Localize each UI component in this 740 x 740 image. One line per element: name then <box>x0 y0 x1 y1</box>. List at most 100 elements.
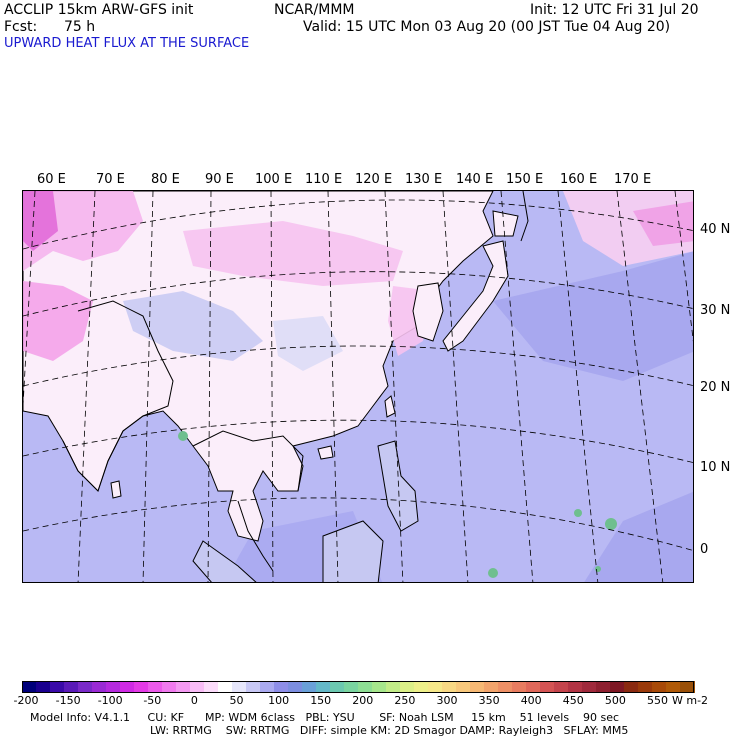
colorbar-swatch <box>554 681 569 693</box>
colorbar-swatch <box>148 681 163 693</box>
colorbar-swatch <box>344 681 359 693</box>
latitude-label: 0 <box>700 542 709 557</box>
meridian-line <box>270 191 274 582</box>
latitude-label: 20 N <box>700 380 731 395</box>
colorbar-swatch <box>176 681 191 693</box>
forecast-label: Fcst: <box>4 19 38 35</box>
hotspot <box>574 509 582 517</box>
colorbar-swatch <box>428 681 443 693</box>
borneo <box>322 520 384 582</box>
colorbar-swatch <box>386 681 401 693</box>
colorbar-swatch <box>316 681 331 693</box>
colorbar-swatch <box>610 681 625 693</box>
colorbar-swatch <box>288 681 303 693</box>
colorbar-swatch <box>204 681 219 693</box>
ocean-dark-patch <box>493 251 693 381</box>
colorbar <box>22 681 695 693</box>
colorbar-tick-label: 250 <box>394 694 416 707</box>
colorbar-swatch <box>624 681 639 693</box>
colorbar-swatch <box>246 681 261 693</box>
indochina-outline <box>192 430 304 492</box>
ocean-dark-patch <box>584 491 693 582</box>
india-outline <box>62 300 174 492</box>
meridian-line <box>142 191 154 582</box>
colorbar-swatch <box>190 681 205 693</box>
latitude-label: 40 N <box>700 222 731 237</box>
colorbar-tick-label: 50 <box>229 694 244 707</box>
longitude-label: 70 E <box>96 172 125 187</box>
colorbar-swatch <box>260 681 275 693</box>
meridian-line <box>442 191 469 582</box>
longitude-label: 100 E <box>255 172 293 187</box>
longitude-label: 170 E <box>614 172 652 187</box>
model-title: ACCLIP 15km ARW-GFS init <box>4 2 194 18</box>
latitude-label: 30 N <box>700 303 731 318</box>
colorbar-tick-label: 150 <box>310 694 332 707</box>
colorbar-swatch <box>652 681 667 693</box>
meridian-line <box>207 191 212 582</box>
colorbar-swatch <box>456 681 471 693</box>
forecast-hour: 75 h <box>64 19 96 35</box>
longitude-label: 160 E <box>560 172 598 187</box>
colorbar-swatch <box>512 681 527 693</box>
colorbar-tick-label: 500 <box>604 694 626 707</box>
latitude-label: 10 N <box>700 460 731 475</box>
model-info-line1: Model Info: V4.1.1 CU: KF MP: WDM 6class… <box>30 711 620 724</box>
colorbar-swatch <box>64 681 79 693</box>
colorbar-swatch <box>106 681 121 693</box>
parallel-line <box>23 419 693 463</box>
hainan <box>317 445 334 460</box>
parallel-line <box>23 271 693 317</box>
colorbar-tick-label: -200 <box>13 694 39 707</box>
colorbar-swatch <box>400 681 415 693</box>
longitude-label: 150 E <box>506 172 544 187</box>
organization-label: NCAR/MMM <box>274 2 355 18</box>
meridian-line <box>77 191 96 582</box>
colorbar-tick-label: 450 <box>562 694 584 707</box>
longitude-label: 140 E <box>456 172 494 187</box>
hotspot <box>605 518 617 530</box>
heat-region <box>183 221 403 286</box>
colorbar-swatch <box>638 681 653 693</box>
colorbar-swatch <box>218 681 233 693</box>
longitude-label: 60 E <box>37 172 66 187</box>
colorbar-swatch <box>470 681 485 693</box>
meridians <box>23 191 693 582</box>
colorbar-swatch <box>50 681 65 693</box>
colorbar-swatch <box>302 681 317 693</box>
model-info-line2: LW: RRTMG SW: RRTMG DIFF: simple KM: 2D … <box>150 724 629 737</box>
colorbar-tick-label: 0 <box>190 694 198 707</box>
colorbar-swatch <box>498 681 513 693</box>
colorbar-swatch <box>162 681 177 693</box>
map-svg <box>23 191 693 582</box>
longitude-label: 120 E <box>355 172 393 187</box>
colorbar-swatch <box>596 681 611 693</box>
sumatra <box>192 540 257 582</box>
colorbar-swatch <box>666 681 681 693</box>
meridian-line <box>23 191 36 413</box>
parallel-line <box>23 199 693 250</box>
colorbar-swatch <box>232 681 247 693</box>
meridian-line <box>674 191 693 342</box>
field-title: UPWARD HEAT FLUX AT THE SURFACE <box>4 36 250 51</box>
hotspot <box>178 431 188 441</box>
flux-map <box>22 190 694 583</box>
colorbar-swatch <box>372 681 387 693</box>
japan-islands <box>442 240 509 352</box>
colorbar-unit: W m-2 <box>672 694 709 707</box>
colorbar-border <box>22 681 694 693</box>
meridian-line <box>500 191 534 582</box>
colorbar-swatch <box>78 681 93 693</box>
plateau-region <box>273 316 343 371</box>
init-time: Init: 12 UTC Fri 31 Jul 20 <box>530 2 699 18</box>
meridian-line <box>557 191 599 582</box>
meridian-line <box>327 191 339 582</box>
colorbar-swatch <box>274 681 289 693</box>
sakhalin <box>520 191 529 242</box>
plateau-region <box>123 291 263 361</box>
heat-region <box>23 281 93 361</box>
korea-peninsula <box>412 282 444 342</box>
colorbar-swatch <box>484 681 499 693</box>
colorbar-swatch <box>134 681 149 693</box>
heat-region <box>23 191 58 251</box>
